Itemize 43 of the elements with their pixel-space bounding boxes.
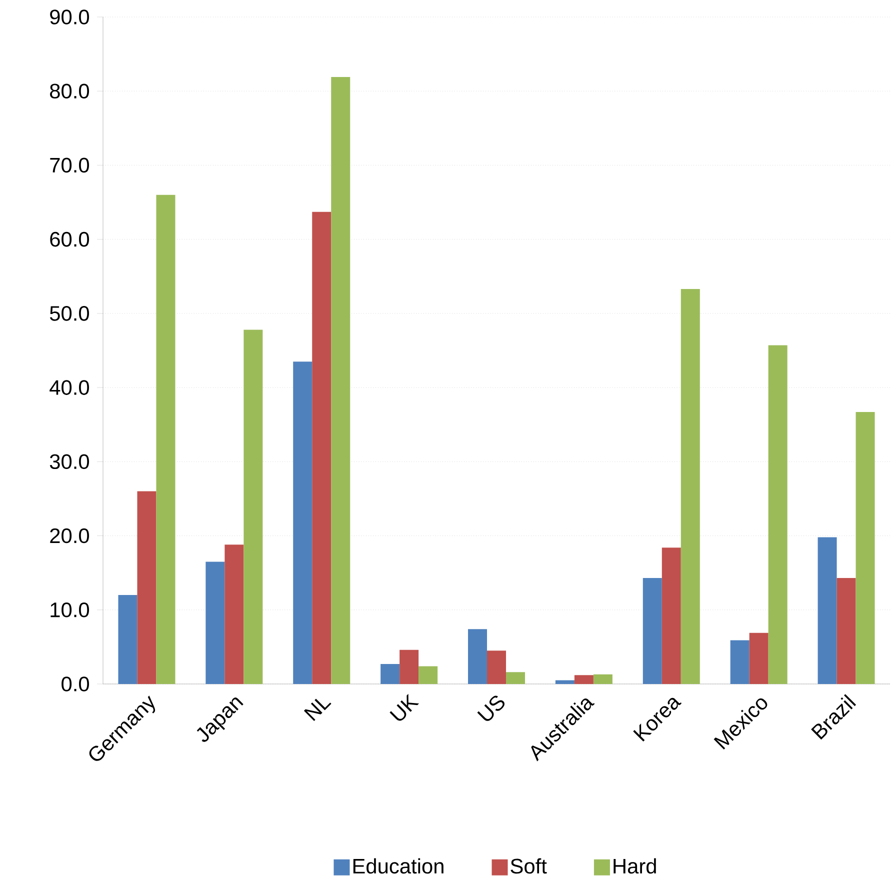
bar [662, 548, 681, 684]
bar [224, 544, 244, 684]
bar [293, 362, 312, 684]
y-tick-label: 0.0 [62, 676, 90, 692]
legend-label: Soft [510, 858, 547, 874]
bar [468, 629, 488, 684]
y-tick-label: 50.0 [50, 306, 90, 321]
bar [768, 345, 788, 684]
bar [206, 562, 225, 684]
legend-label: Hard [614, 858, 656, 874]
bar [818, 537, 837, 684]
y-tick-label: 70.0 [50, 158, 90, 173]
bar [642, 578, 662, 684]
bar [593, 674, 612, 684]
bar [506, 672, 526, 684]
x-tick-label: US [477, 696, 504, 721]
bar [680, 288, 700, 684]
x-tick-label: NL [304, 698, 332, 721]
y-tick-label: 60.0 [50, 232, 90, 247]
bar [118, 595, 138, 684]
bar [244, 330, 263, 684]
bar [555, 680, 574, 684]
y-tick-label: 40.0 [50, 380, 90, 395]
bar [574, 675, 594, 684]
bar [331, 77, 350, 684]
bar [312, 212, 332, 684]
bar [156, 194, 176, 684]
bar [418, 666, 438, 684]
y-tick-label: 30.0 [50, 454, 90, 470]
bar [836, 578, 856, 684]
bar [730, 640, 750, 684]
x-tick-label: UK [390, 694, 420, 721]
y-tick-label: 20.0 [50, 528, 90, 544]
bar [749, 632, 768, 684]
bar [487, 650, 506, 684]
y-tick-label: 90.0 [50, 10, 90, 24]
y-tick-label: 80.0 [50, 84, 90, 99]
y-tick-label: 10.0 [50, 602, 90, 618]
legend-label: Education [353, 858, 444, 874]
bar [380, 664, 400, 684]
bar [137, 491, 156, 684]
bar [856, 412, 875, 684]
bar [400, 650, 419, 684]
